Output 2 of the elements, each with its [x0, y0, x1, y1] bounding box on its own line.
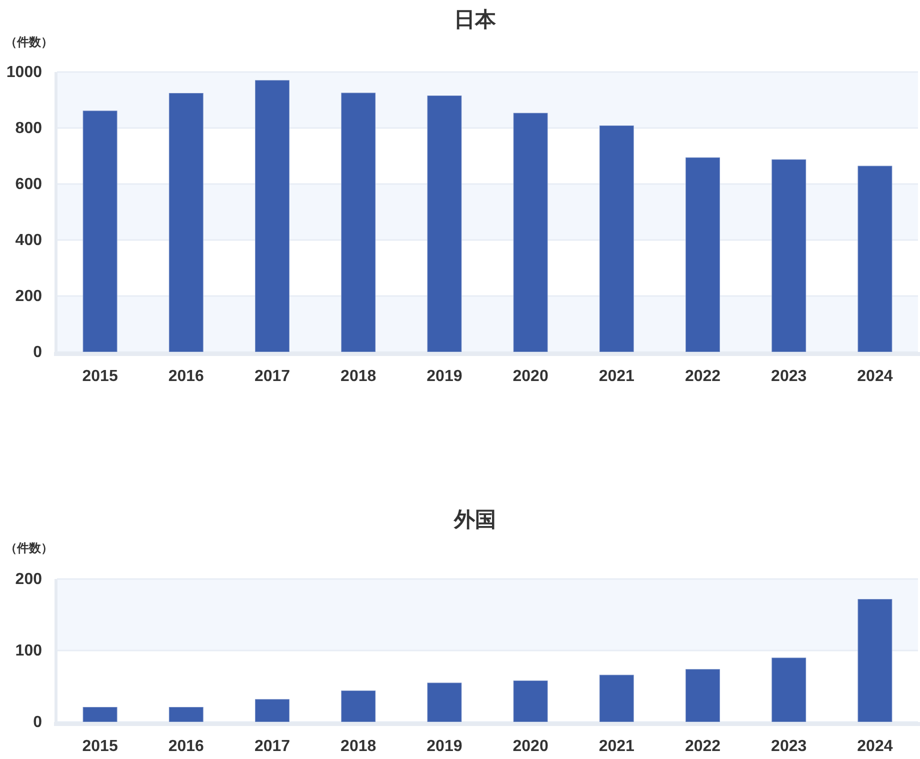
title: 日本 [454, 8, 496, 32]
title: 外国 [454, 508, 496, 532]
